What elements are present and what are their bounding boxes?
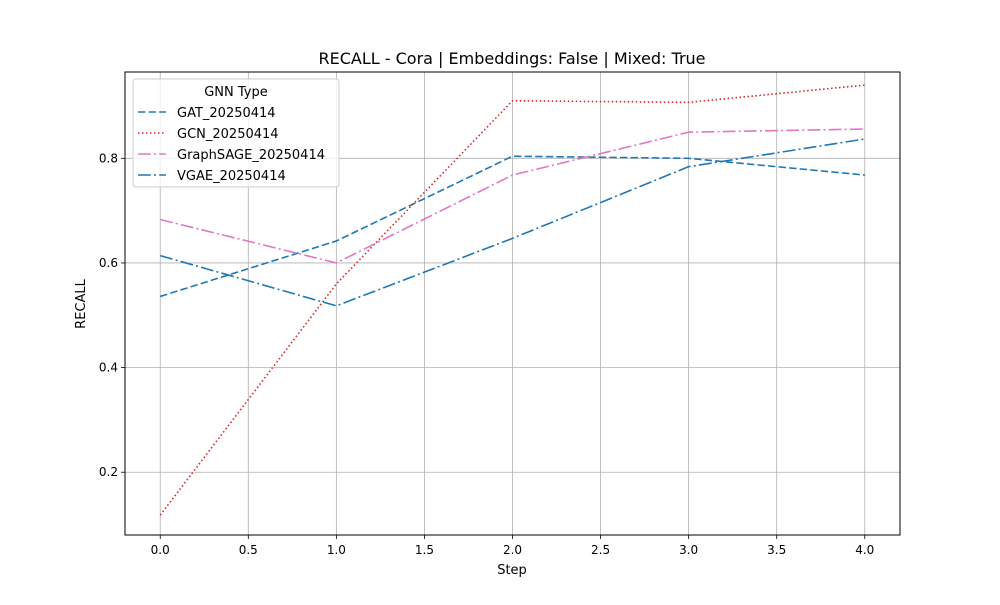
y-tick-label: 0.6: [99, 256, 118, 270]
x-tick-label: 1.0: [327, 543, 346, 557]
x-tick-label: 2.0: [503, 543, 522, 557]
legend-title: GNN Type: [204, 85, 268, 100]
series-line-gat-20250414: [159, 155, 865, 298]
y-tick-label: 0.8: [99, 151, 118, 165]
x-tick-label: 3.0: [679, 543, 698, 557]
chart-title: RECALL - Cora | Embeddings: False | Mixe…: [319, 49, 706, 68]
legend-label-gcn-20250414: GCN_20250414: [177, 127, 279, 142]
x-tick-label: 0.0: [151, 543, 170, 557]
y-tick-label: 0.2: [99, 465, 118, 479]
x-tick-label: 1.5: [415, 543, 434, 557]
x-axis-label: Step: [497, 563, 527, 578]
legend-label-graphsage-20250414: GraphSAGE_20250414: [177, 148, 325, 163]
x-tick-label: 3.5: [767, 543, 786, 557]
y-axis-ticks: 0.2 0.4 0.6 0.8: [99, 151, 125, 479]
series-line-gcn-20250414: [159, 84, 865, 516]
x-axis-ticks: 0.0 0.5 1.0 1.5 2.0 2.5 3.0 3.5 4.0: [151, 535, 874, 557]
legend-label-vgae-20250414: VGAE_20250414: [177, 169, 286, 184]
legend-label-gat-20250414: GAT_20250414: [177, 106, 276, 121]
series-lines: [159, 84, 865, 516]
series-line-vgae-20250414: [160, 138, 865, 307]
series-line-graphsage-20250414: [160, 128, 865, 264]
x-tick-label: 2.5: [591, 543, 610, 557]
x-tick-label: 0.5: [239, 543, 258, 557]
x-tick-label: 4.0: [855, 543, 874, 557]
legend-entries: GAT_20250414 GCN_20250414 GraphSAGE_202504…: [138, 106, 325, 184]
y-axis-label: RECALL: [74, 278, 89, 328]
legend: GNN Type GAT_20250414 GCN_20250414 GraphSA…: [132, 78, 340, 188]
legend-box: [132, 78, 340, 188]
y-tick-label: 0.4: [99, 361, 118, 375]
